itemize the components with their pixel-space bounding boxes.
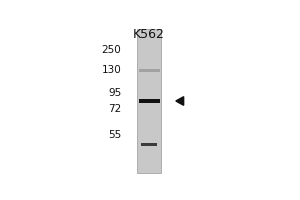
Polygon shape (176, 97, 184, 105)
Text: 72: 72 (108, 104, 121, 114)
Bar (139, 99, 160, 103)
Text: 130: 130 (101, 65, 121, 75)
Text: 95: 95 (108, 88, 121, 98)
Bar (139, 69, 160, 72)
Text: 250: 250 (101, 45, 121, 55)
Text: K562: K562 (133, 28, 165, 41)
Bar (141, 143, 157, 146)
Bar (137, 29, 161, 173)
Text: 55: 55 (108, 130, 121, 140)
